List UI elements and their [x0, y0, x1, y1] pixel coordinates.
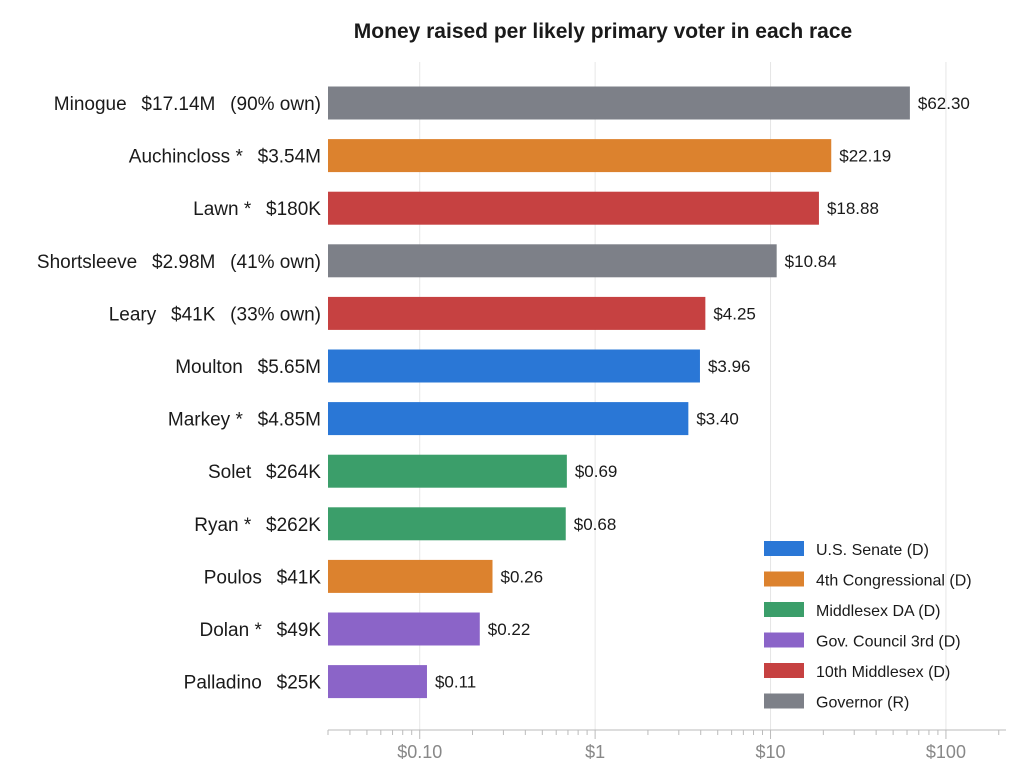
- bar-5: [328, 349, 700, 383]
- row-label-part: Minogue: [54, 94, 127, 115]
- row-label-part: $25K: [262, 673, 321, 694]
- value-label-8: $0.68: [574, 515, 617, 534]
- x-tick-label-1: $1: [585, 742, 605, 762]
- value-label-10: $0.22: [488, 620, 531, 639]
- bar-2: [328, 191, 819, 225]
- row-label-part: Dolan *: [200, 620, 263, 641]
- legend-swatch-5: [764, 693, 804, 709]
- row-label-part: $264K: [251, 462, 321, 483]
- row-label-part: Ryan *: [194, 515, 252, 536]
- value-label-1: $22.19: [839, 147, 891, 166]
- bar-8: [328, 507, 566, 541]
- legend: U.S. Senate (D) 4th Congressional (D) Midd…: [764, 541, 972, 712]
- value-label-0: $62.30: [918, 94, 970, 113]
- row-label-part: Moulton: [175, 357, 243, 378]
- value-label-3: $10.84: [785, 252, 837, 271]
- bar-3: [328, 244, 777, 278]
- legend-label-5: Governor (R): [816, 695, 909, 712]
- row-label-2: Lawn * $180K: [193, 199, 321, 220]
- bars: $62.30 Minogue $17.14M (90% own) $22.19 Auc…: [37, 86, 970, 699]
- value-label-4: $4.25: [713, 304, 756, 323]
- row-label-part: $49K: [262, 620, 321, 641]
- row-label-part: Shortsleeve: [37, 252, 137, 273]
- row-label-1: Auchincloss * $3.54M: [129, 147, 321, 168]
- row-label-part: Palladino: [184, 673, 262, 694]
- value-label-6: $3.40: [696, 410, 739, 429]
- row-label-part: $41K: [262, 567, 321, 588]
- legend-label-3: Gov. Council 3rd (D): [816, 634, 961, 651]
- legend-swatch-2: [764, 602, 804, 617]
- row-label-part: $262K: [251, 515, 321, 536]
- row-label-part: (90% own): [215, 94, 321, 115]
- row-label-part: $180K: [251, 199, 321, 220]
- value-label-11: $0.11: [435, 673, 476, 692]
- row-label-part: $41K: [156, 304, 215, 325]
- row-label-3: Shortsleeve $2.98M (41% own): [37, 252, 321, 273]
- row-label-8: Ryan * $262K: [194, 515, 321, 536]
- value-label-7: $0.69: [575, 462, 618, 481]
- legend-swatch-1: [764, 571, 804, 587]
- bar-10: [328, 612, 480, 646]
- x-tick-label-0: $0.10: [397, 742, 442, 762]
- row-label-10: Dolan * $49K: [200, 620, 322, 641]
- row-label-11: Palladino $25K: [184, 673, 322, 694]
- x-axis: $0.10 $1 $10 $100: [327, 729, 1006, 762]
- legend-label-2: Middlesex DA (D): [816, 603, 940, 620]
- bar-4: [328, 296, 706, 330]
- row-label-0: Minogue $17.14M (90% own): [54, 94, 321, 115]
- value-label-9: $0.26: [501, 567, 544, 586]
- row-label-part: Leary: [109, 304, 157, 325]
- row-label-part: Solet: [208, 462, 252, 483]
- row-label-7: Solet $264K: [208, 462, 321, 483]
- bar-11: [328, 665, 427, 699]
- value-label-2: $18.88: [827, 199, 879, 218]
- legend-swatch-4: [764, 663, 804, 678]
- legend-label-4: 10th Middlesex (D): [816, 664, 950, 681]
- row-label-part: $17.14M: [127, 94, 216, 115]
- legend-label-0: U.S. Senate (D): [816, 542, 929, 559]
- bar-6: [328, 402, 689, 436]
- row-label-part: $5.65M: [243, 357, 321, 378]
- row-label-6: Markey * $4.85M: [168, 410, 321, 431]
- legend-swatch-3: [764, 632, 804, 648]
- row-label-part: $2.98M: [137, 252, 215, 273]
- row-label-4: Leary $41K (33% own): [109, 304, 321, 325]
- legend-swatch-0: [764, 541, 804, 556]
- bar-7: [328, 454, 567, 488]
- legend-label-1: 4th Congressional (D): [816, 573, 972, 590]
- bar-1: [328, 139, 832, 173]
- row-label-part: (33% own): [215, 304, 321, 325]
- x-tick-label-2: $10: [756, 742, 786, 762]
- bar-9: [328, 559, 493, 593]
- row-label-part: Poulos: [204, 567, 262, 588]
- row-label-part: $4.85M: [243, 410, 321, 431]
- bar-0: [328, 86, 910, 120]
- row-label-part: Auchincloss *: [129, 147, 244, 168]
- row-label-part: (41% own): [215, 252, 321, 273]
- row-label-5: Moulton $5.65M: [175, 357, 321, 378]
- value-label-5: $3.96: [708, 357, 751, 376]
- row-label-9: Poulos $41K: [204, 567, 322, 588]
- row-label-part: $3.54M: [243, 147, 321, 168]
- row-label-part: Markey *: [168, 410, 244, 431]
- row-label-part: Lawn *: [193, 199, 252, 220]
- x-tick-label-3: $100: [926, 742, 966, 762]
- chart-title: Money raised per likely primary voter in…: [354, 20, 852, 43]
